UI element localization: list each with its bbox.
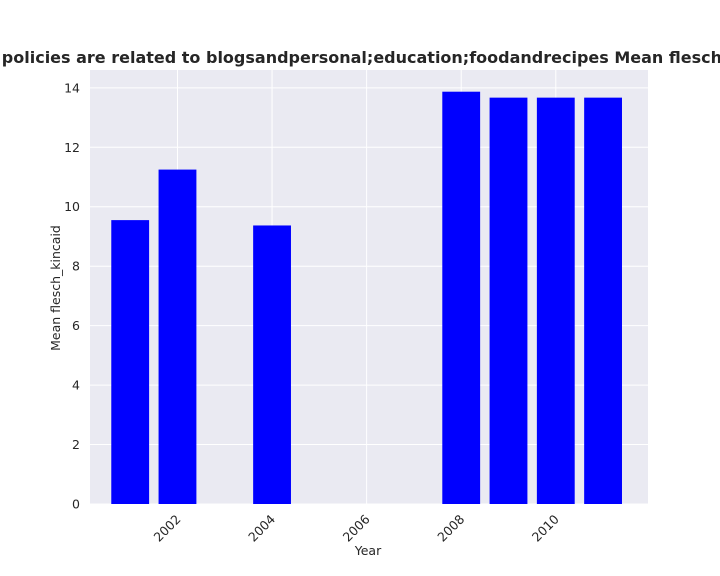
bar-2010 bbox=[536, 97, 575, 504]
y-tick-label: 8 bbox=[72, 259, 80, 274]
y-tick-label: 14 bbox=[64, 80, 80, 95]
x-tick-label: 2004 bbox=[245, 511, 278, 544]
bar-2001 bbox=[111, 220, 150, 504]
y-tick-label: 6 bbox=[72, 318, 80, 333]
bars bbox=[111, 91, 622, 505]
y-axis-label: Mean flesch_kincaid bbox=[48, 225, 63, 351]
bar-2008 bbox=[442, 91, 481, 504]
x-tick-label: 2008 bbox=[434, 511, 467, 544]
x-tick-label: 2002 bbox=[151, 512, 184, 545]
y-tick-label: 0 bbox=[72, 497, 80, 512]
x-axis-label: Year bbox=[354, 543, 382, 558]
bar-2002 bbox=[158, 169, 197, 504]
x-tick-label: 2010 bbox=[529, 511, 562, 544]
y-tick-label: 4 bbox=[72, 378, 80, 393]
bar-2009 bbox=[489, 97, 528, 504]
x-tick-label: 2006 bbox=[340, 511, 373, 544]
y-tick-label: 2 bbox=[72, 437, 80, 452]
y-tick-label: 10 bbox=[64, 199, 80, 214]
bar-2004 bbox=[253, 225, 291, 505]
y-axis-ticks: 0 2 4 6 8 10 12 14 bbox=[64, 80, 80, 511]
bar-2011 bbox=[584, 97, 622, 504]
chart-title: Mean flesch_kincaid in privacy policies … bbox=[0, 48, 720, 67]
y-tick-label: 12 bbox=[64, 140, 80, 155]
x-axis-ticks: 2002 2004 2006 2008 2010 bbox=[151, 511, 562, 544]
